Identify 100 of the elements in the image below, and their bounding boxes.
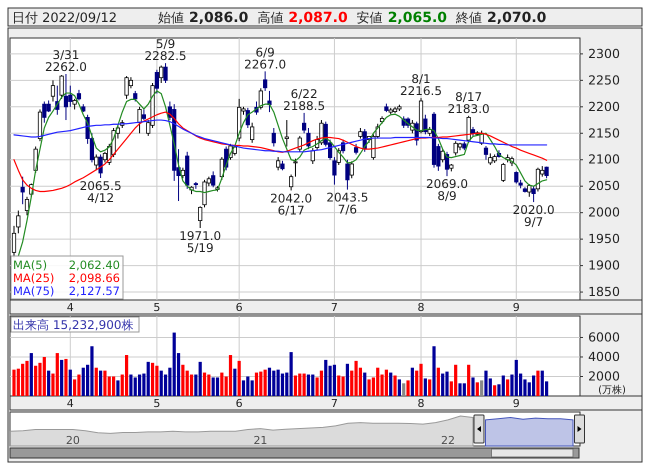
annotation: 5/9 2282.5 — [144, 37, 187, 64]
bar — [82, 368, 85, 396]
bar — [445, 372, 449, 396]
bar — [367, 379, 371, 396]
x-tick-label: 7 — [330, 301, 338, 314]
bar — [471, 377, 475, 396]
bar — [436, 368, 440, 396]
bar — [341, 376, 345, 396]
candlestick — [280, 160, 285, 171]
bar — [406, 380, 410, 396]
bar — [12, 370, 16, 396]
bar — [129, 374, 133, 396]
annotation: 3/31 2262.0 — [44, 48, 87, 74]
candlestick — [532, 186, 536, 203]
candlestick — [345, 159, 350, 190]
bar — [493, 385, 496, 396]
bar — [298, 374, 302, 396]
chart-title: 出来高 15,232,900株 — [13, 318, 134, 332]
y-tick-label: 2000 — [588, 204, 620, 220]
bar — [64, 358, 68, 396]
bar — [410, 368, 414, 396]
bar — [389, 372, 392, 396]
bar — [228, 355, 232, 396]
bar — [346, 364, 350, 396]
bar — [212, 377, 215, 396]
y-tick-label: 2200 — [588, 98, 620, 114]
annotation: 2065.5 4/12 — [80, 179, 122, 205]
bar — [354, 360, 358, 396]
candlestick — [50, 80, 56, 102]
bar — [268, 368, 272, 396]
candlestick — [64, 73, 68, 121]
bar — [363, 372, 366, 396]
bar — [68, 370, 72, 396]
candlestick — [527, 184, 532, 198]
bar — [467, 364, 470, 396]
annotation: 2069.0 8/9 — [426, 177, 468, 204]
candlestick — [358, 127, 363, 140]
candlestick — [246, 107, 250, 128]
y-tick-label: 6000 — [588, 329, 620, 344]
y-tick-label: 4000 — [588, 348, 620, 364]
bar — [324, 360, 328, 396]
candlestick — [154, 69, 159, 94]
candlestick — [440, 148, 445, 163]
bar — [150, 362, 154, 396]
candlestick — [310, 148, 315, 164]
bar — [56, 353, 59, 396]
candlestick — [250, 122, 254, 144]
bar — [441, 374, 444, 396]
annotation: 2042.0 6/17 — [270, 191, 312, 218]
bar — [306, 374, 310, 396]
bar — [94, 368, 98, 396]
candlestick — [276, 156, 280, 171]
bar — [103, 370, 107, 396]
candlestick — [544, 166, 549, 179]
bar — [238, 360, 241, 396]
text: MA(75) 2,127.57 — [13, 284, 120, 298]
x-tick-label: 8 — [418, 397, 425, 410]
bar — [146, 362, 150, 396]
candlestick — [263, 70, 268, 92]
candlestick — [302, 112, 306, 134]
x-tick-label: 4 — [66, 301, 74, 314]
bar — [462, 383, 466, 396]
bar — [506, 379, 510, 396]
y-tick-label: 2300 — [588, 46, 620, 61]
bar — [514, 360, 518, 396]
x-tick-label: 9 — [512, 301, 520, 314]
chart-subtitle: 始値 2,086.0 高値 2,087.0 安値 2,065.0 終値 2,070.0 — [158, 10, 547, 26]
bar — [172, 332, 176, 396]
bar — [280, 374, 284, 396]
bar — [202, 372, 206, 396]
candlestick — [24, 196, 30, 216]
candlestick — [42, 101, 46, 124]
y-tick-label: 2100 — [588, 152, 620, 167]
x-tick-label: 4 — [66, 397, 74, 410]
x-tick-label: 22 — [440, 434, 455, 447]
bar — [419, 364, 423, 396]
candlestick — [350, 160, 354, 179]
annotation: 8/1 2216.5 — [400, 72, 442, 98]
bar — [42, 356, 46, 396]
x-tick-label: 6 — [236, 397, 243, 410]
bar — [99, 370, 102, 396]
bar — [160, 370, 163, 396]
candlestick — [211, 170, 216, 188]
annotation: 6/9 2267.0 — [244, 45, 286, 72]
x-tick-label: 21 — [253, 434, 268, 447]
bar — [398, 379, 401, 396]
candlestick — [72, 98, 77, 110]
y-tick-label: 2050 — [588, 178, 620, 194]
candlestick — [60, 74, 64, 100]
bar — [458, 383, 462, 396]
y-tick-label: 1950 — [588, 231, 620, 246]
y-tick-label: 2250 — [588, 72, 620, 88]
candlestick — [272, 127, 276, 148]
bar — [484, 370, 488, 396]
bar — [30, 353, 33, 396]
bar — [311, 374, 314, 396]
candlestick — [163, 62, 168, 84]
bar — [337, 376, 340, 396]
text: MA(25) 2,098.66 — [13, 271, 120, 285]
bar — [116, 380, 120, 396]
